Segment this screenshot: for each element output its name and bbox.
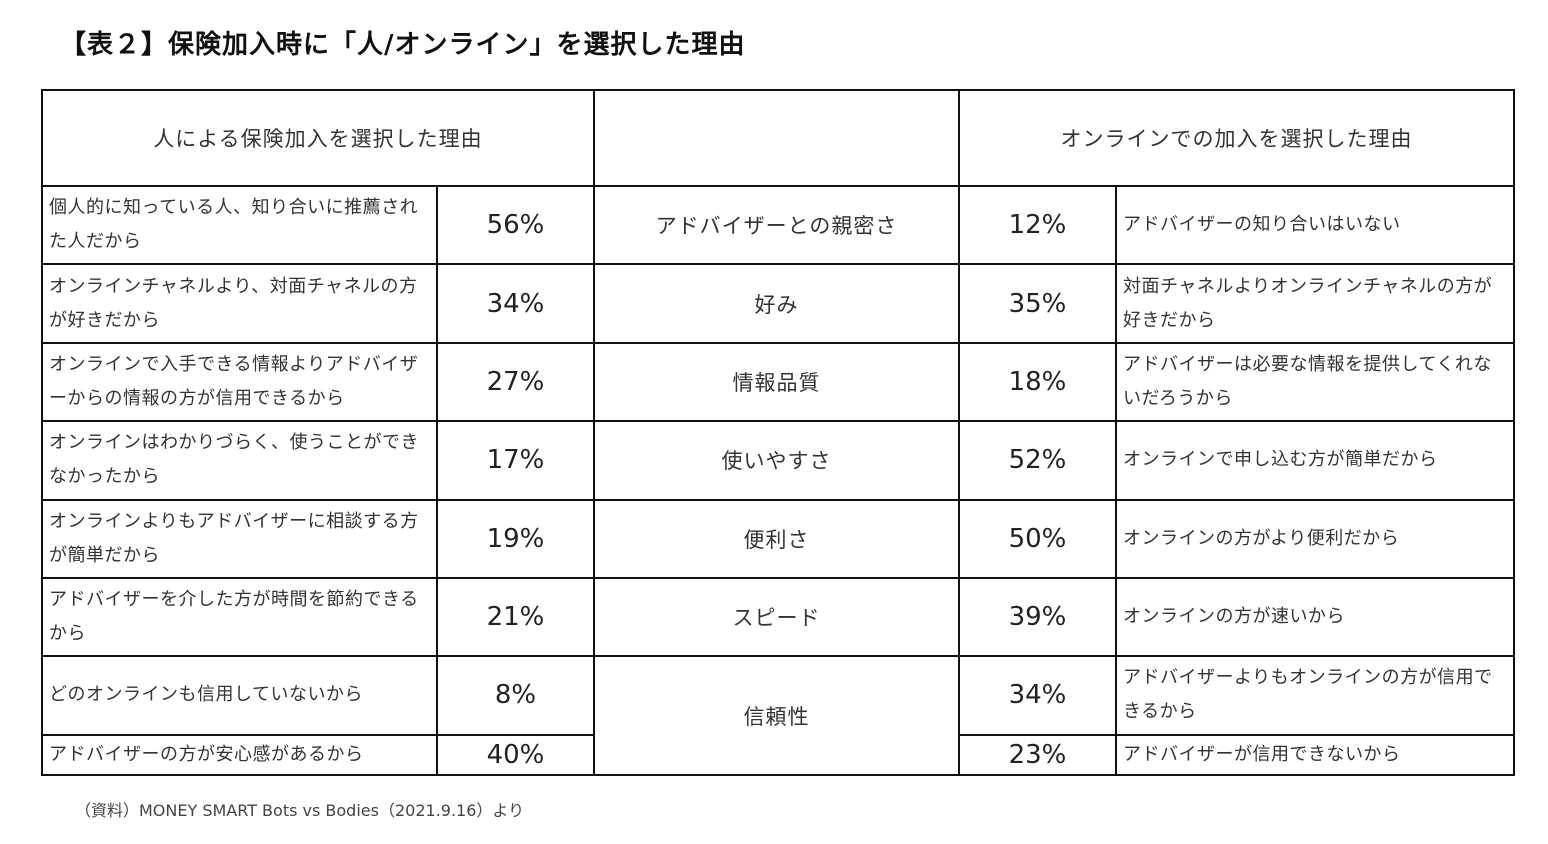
table-row: オンラインで入手できる情報よりアドバイザーからの情報の方が信用できるから 27%… <box>41 341 1515 423</box>
online-reason-cell: アドバイザーよりもオンラインの方が信用できるから <box>1115 655 1515 736</box>
table-row: どのオンラインも信用していないから 8% 信頼性 34% アドバイザーよりもオン… <box>41 655 1515 776</box>
page-title: 【表２】保険加入時に「人/オンライン」を選択した理由 <box>60 30 746 60</box>
online-reason-cell: アドバイザーが信用できないから <box>1115 733 1515 777</box>
factor-cell: スピード <box>593 576 960 658</box>
online-percent-cell: 12% <box>958 184 1117 266</box>
person-percent-cell: 56% <box>436 184 595 266</box>
online-percent-cell: 35% <box>958 263 1117 344</box>
factor-cell: 情報品質 <box>593 341 960 423</box>
online-reason-cell: オンラインで申し込む方が簡単だから <box>1115 420 1515 501</box>
person-percent-cell: 40% <box>436 733 595 777</box>
online-percent-cell: 18% <box>958 341 1117 423</box>
person-percent-cell: 21% <box>436 576 595 658</box>
online-reason-cell: アドバイザーは必要な情報を提供してくれないだろうから <box>1115 341 1515 423</box>
table-row: オンラインチャネルより、対面チャネルの方が好きだから 34% 好み 35% 対面… <box>41 263 1515 344</box>
person-reason-cell: アドバイザーを介した方が時間を節約できるから <box>41 576 438 658</box>
factor-cell: 信頼性 <box>593 655 960 776</box>
reasons-table: 人による保険加入を選択した理由 オンラインでの加入を選択した理由 個人的に知って… <box>41 89 1515 777</box>
online-reason-cell: アドバイザーの知り合いはいない <box>1115 184 1515 266</box>
online-percent-cell: 39% <box>958 576 1117 658</box>
online-percent-cell: 50% <box>958 498 1117 579</box>
factor-cell: アドバイザーとの親密さ <box>593 184 960 266</box>
person-reason-cell: アドバイザーの方が安心感があるから <box>41 733 438 777</box>
person-reason-cell: オンラインよりもアドバイザーに相談する方が簡単だから <box>41 498 438 579</box>
person-percent-cell: 8% <box>436 655 595 736</box>
person-percent-cell: 19% <box>436 498 595 579</box>
online-percent-cell: 34% <box>958 655 1117 736</box>
header-online-reasons: オンラインでの加入を選択した理由 <box>958 89 1515 187</box>
person-percent-cell: 34% <box>436 263 595 344</box>
factor-cell: 好み <box>593 263 960 344</box>
online-percent-cell: 23% <box>958 733 1117 777</box>
factor-cell: 便利さ <box>593 498 960 579</box>
online-percent-cell: 52% <box>958 420 1117 501</box>
table-row: 個人的に知っている人、知り合いに推薦された人だから 56% アドバイザーとの親密… <box>41 184 1515 266</box>
header-factor <box>593 89 960 187</box>
person-reason-cell: どのオンラインも信用していないから <box>41 655 438 736</box>
table-row: アドバイザーを介した方が時間を節約できるから 21% スピード 39% オンライ… <box>41 576 1515 658</box>
header-person-reasons: 人による保険加入を選択した理由 <box>41 89 595 187</box>
table-header-row: 人による保険加入を選択した理由 オンラインでの加入を選択した理由 <box>41 89 1515 187</box>
person-reason-cell: オンラインはわかりづらく、使うことができなかったから <box>41 420 438 501</box>
person-percent-cell: 17% <box>436 420 595 501</box>
person-reason-cell: オンラインチャネルより、対面チャネルの方が好きだから <box>41 263 438 344</box>
factor-cell: 使いやすさ <box>593 420 960 501</box>
table-row: アドバイザーの方が安心感があるから 40% 23% アドバイザーが信用できないか… <box>41 733 1515 777</box>
online-reason-cell: オンラインの方が速いから <box>1115 576 1515 658</box>
online-reason-cell: 対面チャネルよりオンラインチャネルの方が好きだから <box>1115 263 1515 344</box>
table-row: オンラインはわかりづらく、使うことができなかったから 17% 使いやすさ 52%… <box>41 420 1515 501</box>
table-row: オンラインよりもアドバイザーに相談する方が簡単だから 19% 便利さ 50% オ… <box>41 498 1515 579</box>
person-reason-cell: 個人的に知っている人、知り合いに推薦された人だから <box>41 184 438 266</box>
source-note: （資料）MONEY SMART Bots vs Bodies（2021.9.16… <box>75 801 525 820</box>
online-reason-cell: オンラインの方がより便利だから <box>1115 498 1515 579</box>
person-reason-cell: オンラインで入手できる情報よりアドバイザーからの情報の方が信用できるから <box>41 341 438 423</box>
person-percent-cell: 27% <box>436 341 595 423</box>
